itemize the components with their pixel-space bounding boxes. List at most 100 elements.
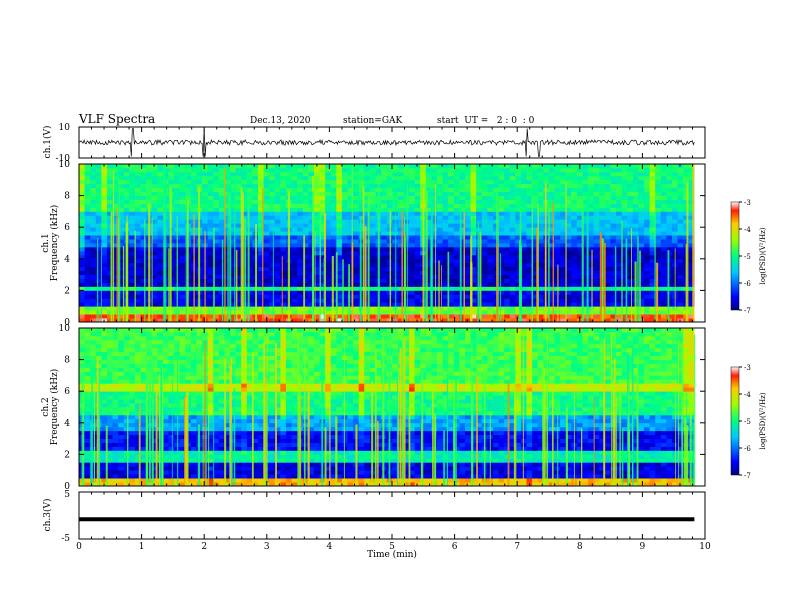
spectrogram-cell [616, 243, 623, 248]
spectrogram-cell [397, 215, 404, 220]
spectrogram-cell [341, 314, 348, 319]
spectrogram-cell [129, 270, 136, 275]
spectrogram-cell [235, 175, 242, 181]
spectrogram-cell [230, 274, 237, 279]
spectrogram-cell [123, 183, 130, 189]
spectrogram-cell [336, 282, 343, 287]
spectrogram-cell [274, 219, 281, 224]
spectrogram-cell [437, 290, 444, 295]
spectrogram-cell [666, 231, 673, 236]
spectrogram-cell [246, 211, 253, 216]
spectrogram-cell [95, 302, 102, 307]
spectrogram-cell [235, 246, 242, 252]
spectrogram-cell [627, 183, 634, 189]
spectrogram-cell [90, 231, 97, 236]
spectrogram-cell [381, 290, 388, 295]
spectrogram-cell [101, 243, 108, 248]
spectrogram-cell [576, 219, 583, 224]
spectrogram-cell [302, 262, 309, 268]
spectrogram-cell [280, 286, 287, 291]
spectrogram-cell [207, 294, 214, 299]
spectrogram-cell [638, 282, 645, 287]
spectrogram-cell [459, 258, 466, 264]
spectrogram-cell [246, 171, 253, 177]
spectrogram-cell [582, 290, 589, 295]
spectrogram-cell [459, 231, 466, 236]
spectrogram-cell [369, 310, 376, 315]
header-date: Dec.13, 2020 [250, 116, 311, 126]
spectrogram-cell [582, 318, 589, 323]
spectrogram-cell [604, 207, 611, 212]
spectrogram-cell [202, 207, 209, 212]
spectrogram-cell [448, 219, 455, 224]
spectrogram-cell [492, 282, 499, 287]
spectrogram-cell [571, 239, 578, 244]
spectrogram-cell [560, 227, 567, 232]
spectrogram-cell [84, 207, 91, 212]
spectrogram-cell [291, 254, 298, 260]
spectrogram-cell [269, 314, 276, 319]
spectrogram-cell [515, 298, 522, 303]
spectrogram-cell [151, 314, 158, 319]
spectrogram-cell [627, 167, 634, 173]
spectrogram-cell [246, 310, 253, 315]
spectrogram-cell [610, 254, 617, 260]
spectrogram-cell [616, 171, 623, 177]
spectrogram-cell [604, 183, 611, 189]
spectrogram-cell [632, 223, 639, 228]
spectrogram-cell [90, 466, 97, 471]
ch1-waveform-ylabel: ch.1(V) [42, 126, 53, 159]
spectrogram-cell [90, 223, 97, 228]
spectrogram-cell [487, 258, 494, 264]
spectrogram-streak [552, 201, 554, 322]
spectrogram-cell [588, 211, 595, 216]
spectrogram-cell [151, 187, 158, 193]
spectrogram-cell [179, 219, 186, 224]
spectrogram-cell [414, 282, 421, 287]
spectrogram-cell [537, 258, 544, 264]
spectrogram-cell [520, 254, 527, 260]
spectrogram-cell [101, 331, 108, 337]
spectrogram-cell [112, 223, 119, 228]
spectrogram-cell [280, 243, 287, 248]
spectrogram-cell [369, 274, 376, 279]
spectrogram-cell [381, 235, 388, 240]
spectrogram-cell [688, 318, 695, 323]
spectrogram-cell [118, 239, 125, 244]
spectrogram-cell [269, 250, 276, 256]
spectrogram-streak [262, 188, 264, 322]
spectrogram-cell [671, 223, 678, 228]
spectrogram-cell [453, 167, 460, 173]
spectrogram-cell [588, 246, 595, 252]
spectrogram-cell [593, 175, 600, 181]
spectrogram-cell [95, 367, 102, 372]
spectrogram-cell [341, 231, 348, 236]
spectrogram-cell [459, 211, 466, 216]
spectrogram-cell [655, 239, 662, 244]
spectrogram-cell [95, 219, 102, 224]
spectrogram-cell [112, 274, 119, 279]
spectrogram-cell [425, 183, 432, 189]
spectrogram-cell [498, 314, 505, 319]
spectrogram-cell [369, 183, 376, 189]
spectrogram-cell [230, 243, 237, 248]
spectrogram-cell [548, 290, 555, 295]
spectrogram-streak [244, 217, 247, 322]
spectrogram-cell [671, 239, 678, 244]
spectrogram-cell [364, 203, 371, 208]
spectrogram-cell [621, 270, 628, 275]
spectrogram-cell [459, 243, 466, 248]
spectrogram-cell [403, 306, 410, 311]
spectrogram-cell [526, 262, 533, 268]
spectrogram-cell [246, 235, 253, 240]
spectrogram-cell [235, 282, 242, 287]
spectrogram-cell [548, 211, 555, 216]
spectrogram-cell [509, 286, 516, 291]
spectrogram-cell [325, 314, 332, 319]
spectrogram-cell [101, 183, 108, 189]
spectrogram-cell [291, 219, 298, 224]
spectrogram-cell [79, 314, 85, 319]
spectrogram-cell [157, 219, 164, 224]
spectrogram-cell [84, 294, 91, 299]
